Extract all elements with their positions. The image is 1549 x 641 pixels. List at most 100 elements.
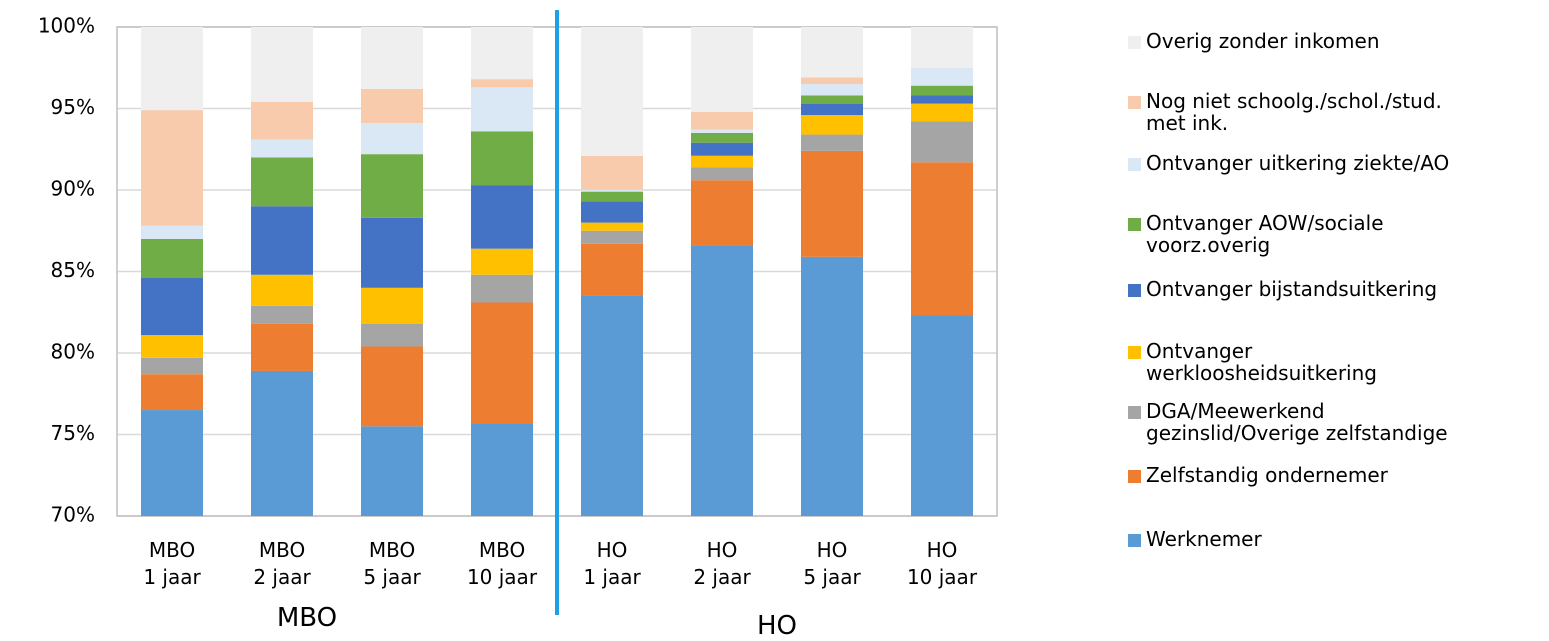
legend-label: Werknemer [1146,527,1262,551]
legend-label: DGA/Meewerkend gezinslid/Overige zelfsta… [1146,399,1448,445]
legend-swatch [1128,470,1141,483]
legend-swatch [1128,36,1141,49]
y-tick-label: 70% [51,503,95,527]
bar-segment [251,370,313,516]
bar-segment [251,27,313,102]
x-tick-label: HO 5 jaar [803,538,861,589]
bar-segment [141,225,203,239]
bar-segment [471,423,533,516]
bar-segment [911,27,973,68]
bar-segment [581,222,643,231]
bar-segment [911,315,973,516]
bar-segment [471,274,533,303]
y-tick-label: 90% [51,177,95,201]
bar-segment [581,295,643,516]
legend-label: Ontvanger uitkering ziekte/AO [1146,151,1450,175]
bar-segment [471,248,533,275]
bar-segment [581,27,643,156]
bar-segment [361,217,423,288]
legend-swatch [1128,284,1141,297]
x-tick-label: HO 10 jaar [906,538,978,589]
bar-segment [361,426,423,516]
bar-segment [141,335,203,358]
bar-segment [801,27,863,78]
bar-segment [581,155,643,190]
legend-swatch [1128,346,1141,359]
bar-segment [471,131,533,186]
x-tick-label: MBO 5 jaar [363,538,421,589]
bar-segment [251,274,313,306]
bar-segment [361,154,423,218]
x-tick-label: HO 1 jaar [583,538,641,589]
legend-label: Ontvanger werkloosheidsuitkering [1146,339,1377,385]
bar-segment [581,230,643,244]
bar-segment [141,357,203,375]
legend-swatch [1128,534,1141,547]
bar-segment [141,278,203,336]
x-tick-label: MBO 10 jaar [466,538,538,589]
bar-segment [801,150,863,257]
legend-swatch [1128,96,1141,109]
bar-segment [361,287,423,324]
bar-segment [471,302,533,424]
bar-segment [471,27,533,80]
bar-segment [471,79,533,88]
group-label: MBO [276,603,338,633]
bar-segment [691,180,753,246]
bar-segment [911,121,973,163]
legend-swatch [1128,406,1141,419]
bar-segment [471,185,533,249]
y-tick-label: 100% [38,14,95,38]
bar-segment [801,95,863,104]
bar-segment [691,167,753,181]
legend-label: Overig zonder inkomen [1146,29,1380,53]
bar-segment [801,256,863,516]
bar-segment [911,103,973,122]
legend-label: Zelfstandig ondernemer [1146,463,1388,487]
bar-segment [581,190,643,192]
x-tick-label: HO 2 jaar [693,538,751,589]
y-tick-label: 75% [51,421,95,445]
bar-segment [141,27,203,111]
bar-segment [361,323,423,347]
legend-swatch [1128,158,1141,171]
bar-segment [251,139,313,158]
bar-segment [801,134,863,151]
bar-segment [471,87,533,132]
legend-label: Ontvanger bijstandsuitkering [1146,277,1438,301]
bar-segment [141,410,203,516]
group-label: HO [756,611,797,641]
bar-segment [141,238,203,279]
bar-segment [801,84,863,96]
bar-segment [691,132,753,143]
y-tick-label: 80% [51,340,95,364]
bar-segment [361,88,423,124]
bar-segment [141,110,203,226]
legend-label: Ontvanger AOW/sociale voorz.overig [1146,211,1384,257]
bar-segment [581,191,643,202]
bar-segment [801,115,863,135]
bar-segment [911,162,973,316]
bar-segment [801,103,863,116]
y-tick-label: 95% [51,95,95,119]
bar-segment [691,27,753,112]
bar-segment [911,85,973,96]
bar-segment [361,123,423,155]
bar-segment [581,243,643,296]
bar-segment [581,201,643,223]
bar-segment [361,27,423,89]
x-tick-label: MBO 2 jaar [253,538,311,589]
bar-segment [141,374,203,411]
bar-segment [251,206,313,275]
bar-segment [251,157,313,207]
legend-swatch [1128,218,1141,231]
bar-segment [911,67,973,86]
bar-segment [691,155,753,168]
bar-segment [361,346,423,427]
bar-segment [911,95,973,104]
bar-segment [251,305,313,324]
bar-segment [801,77,863,85]
bar-segment [691,245,753,517]
